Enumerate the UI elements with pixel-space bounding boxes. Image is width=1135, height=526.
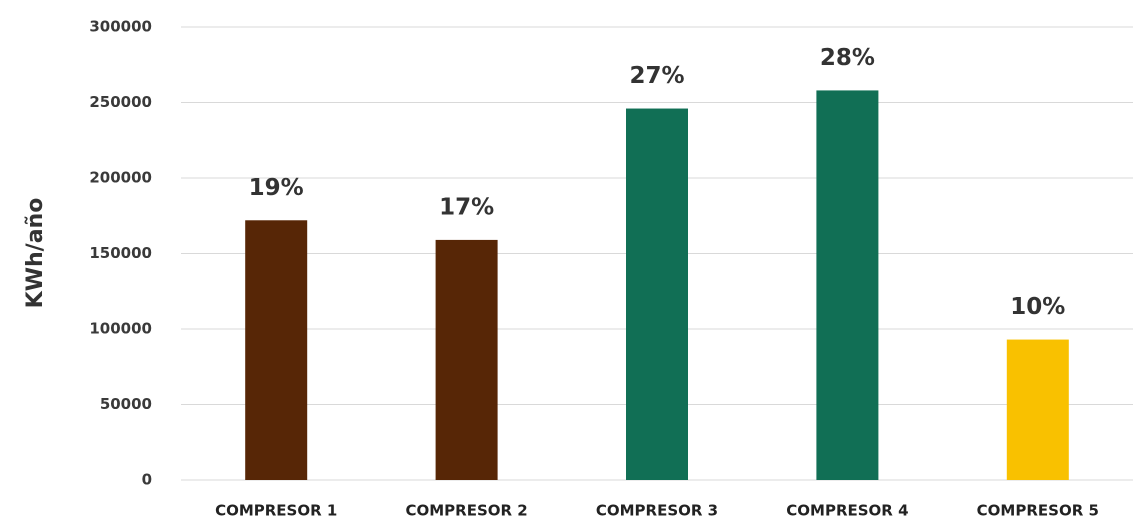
y-tick-label: 0: [142, 471, 152, 489]
x-tick-label: COMPRESOR 2: [405, 502, 527, 520]
data-label: 19%: [249, 175, 304, 201]
y-tick-label: 200000: [89, 169, 152, 187]
data-label: 27%: [629, 63, 684, 89]
data-label: 10%: [1010, 294, 1065, 320]
bar: [245, 220, 308, 480]
x-tick-label: COMPRESOR 5: [977, 502, 1099, 520]
y-tick-label: 100000: [89, 320, 152, 338]
data-label: 28%: [820, 45, 875, 71]
x-tick-label: COMPRESOR 4: [786, 502, 908, 520]
y-axis-label: KWh/año: [23, 198, 48, 309]
y-tick-label: 150000: [89, 244, 152, 262]
bar: [1006, 339, 1069, 480]
bar: [626, 108, 688, 480]
data-label: 17%: [439, 194, 494, 220]
y-tick-label: 250000: [89, 93, 152, 111]
bar: [816, 90, 879, 481]
x-tick-label: COMPRESOR 1: [215, 502, 337, 520]
bar: [435, 239, 498, 480]
y-tick-label: 50000: [100, 395, 152, 413]
y-tick-label: 300000: [89, 18, 152, 36]
x-tick-label: COMPRESOR 3: [596, 502, 718, 520]
